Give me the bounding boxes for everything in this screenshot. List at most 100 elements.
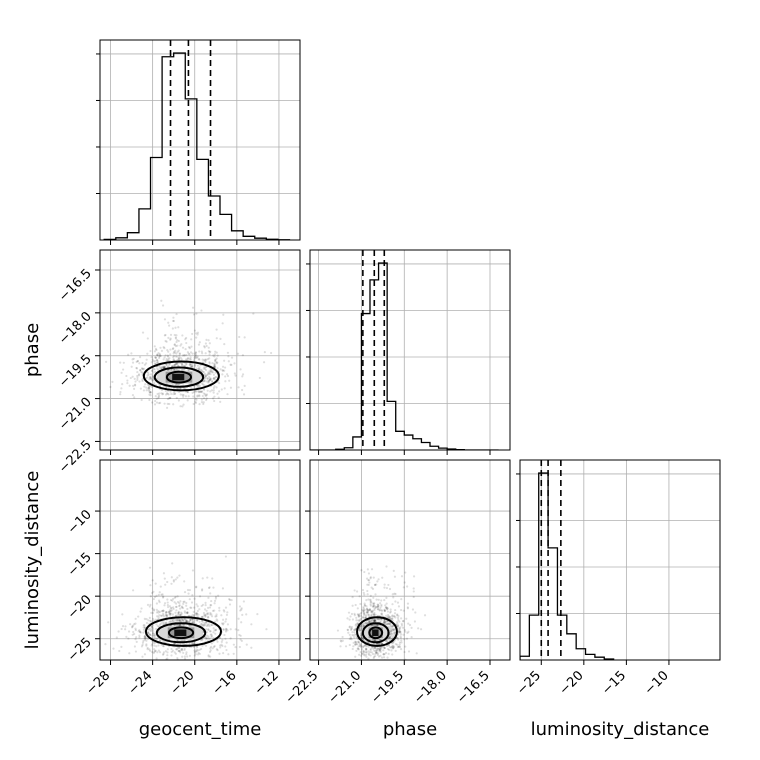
sample-point — [179, 356, 182, 359]
sample-point — [366, 609, 370, 612]
sample-point — [196, 384, 199, 388]
sample-point — [396, 624, 399, 627]
panel-luminosity_distance — [516, 459, 721, 665]
sample-point — [360, 624, 363, 627]
sample-point — [184, 364, 187, 368]
sample-point — [127, 637, 130, 640]
sample-point — [376, 647, 379, 650]
sample-point — [388, 646, 392, 649]
sample-point — [149, 584, 152, 587]
sample-point — [150, 620, 153, 623]
sample-point — [399, 645, 402, 649]
sample-point — [377, 652, 380, 655]
sample-point — [191, 364, 194, 368]
sample-point — [175, 355, 179, 358]
sample-point — [171, 347, 174, 351]
x-tick-label: −21.0 — [325, 668, 364, 707]
sample-point — [211, 371, 214, 374]
sample-point — [174, 614, 177, 617]
sample-point — [190, 618, 193, 621]
sample-point — [370, 662, 372, 664]
sample-point — [210, 635, 213, 639]
sample-point — [370, 611, 373, 614]
sample-point — [398, 627, 401, 630]
sample-point — [406, 606, 409, 609]
sample-point — [163, 318, 167, 321]
sample-point — [142, 368, 145, 371]
sample-point — [148, 566, 152, 569]
sample-point — [183, 617, 187, 621]
sample-point — [373, 619, 376, 622]
sample-point — [388, 636, 391, 639]
sample-point — [138, 380, 141, 383]
sample-point — [185, 341, 188, 345]
sample-point — [190, 601, 194, 604]
sample-point — [202, 367, 205, 370]
sample-point — [187, 357, 190, 360]
sample-point — [167, 336, 170, 339]
sample-point — [173, 364, 176, 367]
sample-point — [360, 611, 363, 615]
sample-point — [163, 577, 166, 580]
sample-point — [385, 608, 389, 611]
sample-point — [149, 349, 152, 353]
sample-point — [178, 607, 182, 610]
sample-point — [210, 624, 213, 627]
sample-point — [385, 640, 388, 643]
sample-point — [208, 650, 212, 653]
sample-point — [367, 657, 370, 660]
sample-point — [169, 390, 172, 393]
sample-point — [369, 600, 372, 604]
sample-point — [207, 371, 210, 374]
sample-point — [175, 648, 178, 651]
sample-point — [131, 361, 135, 364]
sample-point — [140, 645, 144, 648]
sample-point — [181, 334, 184, 337]
sample-point — [202, 611, 206, 615]
sample-point — [172, 350, 176, 354]
sample-point — [157, 593, 160, 597]
sample-point — [204, 376, 207, 379]
sample-point — [167, 359, 170, 362]
sample-point — [135, 367, 139, 370]
xlabel-luminosity_distance: luminosity_distance — [531, 719, 710, 740]
sample-point — [241, 375, 244, 378]
sample-point — [352, 641, 355, 644]
sample-point — [245, 613, 248, 616]
sample-point — [205, 344, 208, 348]
sample-point — [363, 602, 366, 605]
sample-point — [191, 352, 194, 355]
sample-point — [389, 610, 392, 613]
sample-point — [390, 629, 393, 632]
sample-point — [174, 578, 177, 581]
sample-point — [183, 655, 186, 658]
sample-point — [169, 612, 172, 615]
sample-point — [143, 626, 147, 629]
sample-point — [396, 622, 399, 625]
sample-point — [178, 604, 181, 607]
sample-point — [213, 609, 216, 612]
sample-point — [195, 585, 198, 588]
sample-point — [187, 620, 190, 623]
sample-point — [382, 653, 385, 656]
sample-point — [207, 635, 210, 638]
sample-point — [397, 645, 400, 649]
sample-point — [160, 622, 163, 625]
x-tick-label: −25 — [514, 668, 544, 698]
sample-point — [209, 613, 212, 616]
sample-point — [387, 652, 390, 655]
sample-point — [221, 587, 225, 590]
sample-point — [154, 627, 158, 630]
sample-point — [171, 599, 174, 602]
sample-point — [207, 586, 211, 590]
sample-point — [173, 392, 177, 396]
sample-point — [380, 609, 384, 613]
sample-point — [388, 622, 391, 625]
sample-point — [363, 644, 366, 647]
sample-point — [195, 612, 199, 616]
sample-point — [209, 603, 212, 607]
sample-point — [386, 613, 390, 617]
sample-point — [240, 388, 244, 392]
sample-point — [361, 637, 365, 640]
sample-point — [193, 364, 197, 367]
